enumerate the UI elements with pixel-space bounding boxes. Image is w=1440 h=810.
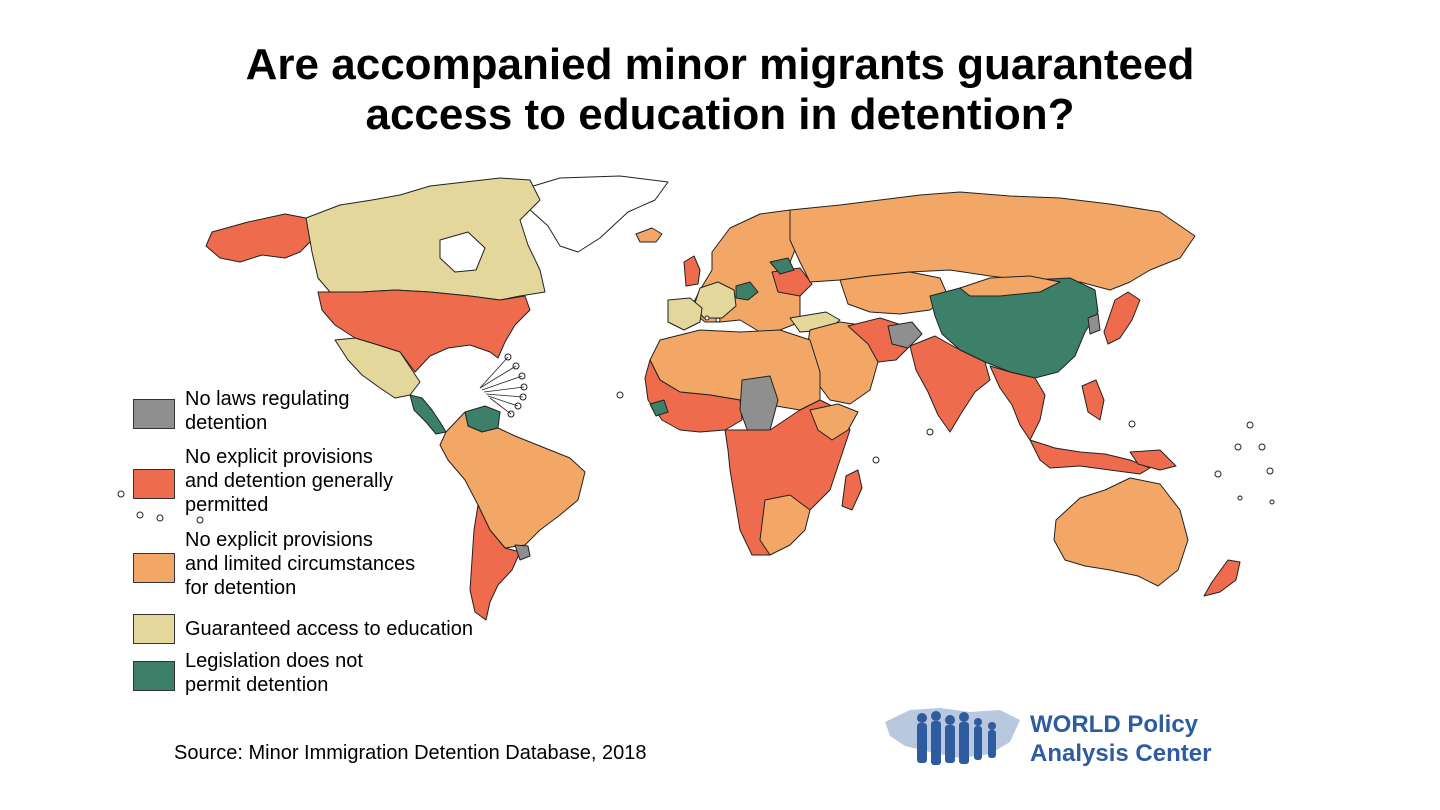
west-africa-green (649, 399, 669, 417)
southern-cone-region (469, 504, 521, 621)
legend-label: No laws regulating detention (185, 387, 505, 435)
spain-portugal-region (667, 297, 703, 331)
japan-region (1103, 291, 1141, 345)
island-marker (715, 317, 721, 323)
legend-text-line: and limited circumstances (185, 553, 416, 575)
title-line-2: access to education in detention? (365, 90, 1075, 139)
legend-text-line: No laws regulating (185, 388, 350, 410)
legend-text-line: detention (185, 412, 268, 434)
belarus-region (769, 257, 795, 275)
legend-label: Guaranteed access to education (185, 617, 505, 641)
alaska-region (205, 213, 313, 263)
australia-region (1053, 477, 1189, 587)
legend-swatch-beige (133, 614, 175, 644)
sahel-gray (739, 375, 779, 433)
island-leader-line (479, 356, 509, 389)
island-marker (196, 516, 204, 524)
mongolia-region (959, 275, 1061, 297)
island-marker (117, 490, 125, 498)
legend-label: Legislation does not permit detention (185, 649, 505, 697)
title-line-1: Are accompanied minor migrants guarantee… (245, 40, 1195, 89)
island-leader-line (487, 395, 519, 407)
southeast-asia-region (989, 365, 1046, 441)
canada-region (305, 177, 546, 301)
legend-text-line: No explicit provisions (185, 529, 373, 551)
central-asia-region (839, 271, 949, 315)
south-america-region (439, 411, 586, 549)
world-logo-text: WORLD Policy Analysis Center (1030, 710, 1211, 768)
map-title: Are accompanied minor migrants guarantee… (0, 40, 1440, 140)
legend-text-line: No explicit provisions (185, 446, 373, 468)
legend-swatch-gray (133, 399, 175, 429)
world-logo-icon (885, 708, 1020, 765)
legend-label: No explicit provisions and limited circu… (185, 528, 505, 600)
island-marker (704, 315, 710, 321)
legend-swatch-green (133, 661, 175, 691)
legend-text-line: and detention generally (185, 470, 393, 492)
korea-region (1087, 313, 1101, 335)
legend-text-line: for detention (185, 577, 297, 599)
island-marker (156, 514, 164, 522)
central-europe-green (735, 281, 759, 301)
india-region (909, 335, 991, 433)
legend-swatch-red (133, 469, 175, 499)
island-marker (872, 456, 880, 464)
island-marker (616, 391, 624, 399)
island-marker (926, 428, 934, 436)
island-marker (136, 511, 144, 519)
uk-region (683, 255, 701, 287)
new-zealand-region (1203, 559, 1241, 597)
island-marker (1234, 443, 1242, 451)
uruguay-region (514, 544, 531, 561)
ukraine-region (771, 267, 813, 297)
island-marker (1266, 467, 1274, 475)
mexico-region (334, 337, 421, 399)
afghanistan-region (887, 321, 923, 349)
legend-label: No explicit provisions and detention gen… (185, 445, 505, 517)
island-leader-line (485, 393, 524, 398)
indonesia-region (1029, 439, 1151, 475)
philippines-region (1081, 379, 1105, 421)
island-leader-line (481, 375, 523, 391)
island-marker (1269, 499, 1275, 505)
legend-text-line: Guaranteed access to education (185, 618, 473, 640)
greenland-region (519, 175, 669, 253)
southern-africa-orange (759, 494, 811, 556)
island-marker (1258, 443, 1266, 451)
legend-text-line: permitted (185, 494, 269, 516)
island-marker (1237, 495, 1243, 501)
logo-line-1: WORLD Policy (1030, 711, 1199, 738)
east-africa-orange (809, 403, 859, 441)
madagascar-region (841, 469, 863, 511)
russia-region (789, 191, 1196, 291)
png-region (1129, 449, 1177, 471)
source-note: Source: Minor Immigration Detention Data… (174, 742, 647, 764)
iceland-region (635, 227, 663, 243)
hudson-bay (439, 231, 486, 273)
island-marker (1214, 470, 1222, 478)
legend-text-line: permit detention (185, 674, 329, 696)
island-leader-line (479, 365, 517, 389)
island-marker (1128, 420, 1136, 428)
island-leader-line (483, 386, 525, 393)
island-marker (1246, 421, 1254, 429)
island-leader-line (489, 397, 512, 415)
legend-swatch-orange (133, 553, 175, 583)
world-logo: WORLD Policy Analysis Center (880, 702, 1230, 774)
legend-text-line: Legislation does not (185, 650, 363, 672)
logo-line-2: Analysis Center (1030, 740, 1212, 767)
